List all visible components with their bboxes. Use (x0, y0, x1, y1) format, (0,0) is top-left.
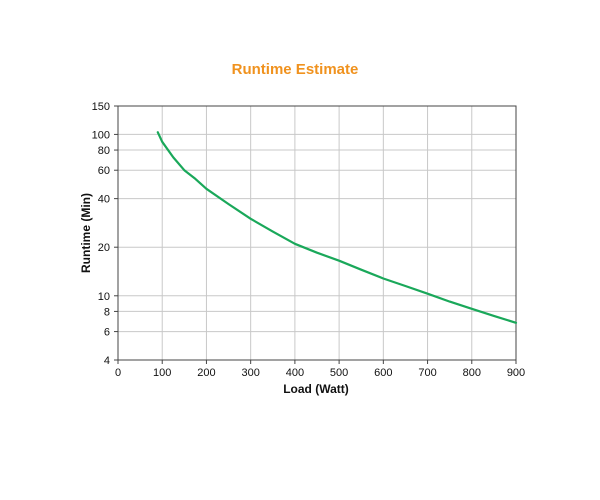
plot-frame (117, 105, 517, 361)
y-axis-title: Runtime (Min) (79, 193, 93, 273)
y-tick-label: 100 (92, 129, 110, 141)
x-tick-label: 500 (330, 367, 348, 379)
y-tick-label: 40 (98, 194, 110, 206)
x-tick-label: 300 (241, 367, 259, 379)
x-tick-label: 0 (115, 367, 121, 379)
series-layer (156, 131, 518, 324)
y-tick-label: 150 (92, 101, 110, 113)
y-tick-label: 20 (98, 242, 110, 254)
axis-layer (117, 105, 517, 361)
x-tick-label: 700 (418, 367, 436, 379)
y-tick-label: 80 (98, 145, 110, 157)
y-tick-label: 60 (98, 165, 110, 177)
y-tick-label: 10 (98, 291, 110, 303)
x-tick-label: 600 (374, 367, 392, 379)
x-tick-label: 200 (197, 367, 215, 379)
x-axis-title: Load (Watt) (283, 382, 349, 396)
x-tick-label: 800 (463, 367, 481, 379)
x-tick-label: 100 (153, 367, 171, 379)
y-tick-label: 4 (104, 355, 110, 367)
y-tick-label: 6 (104, 327, 110, 339)
y-tick-label: 8 (104, 306, 110, 318)
chart-title: Runtime Estimate (232, 61, 359, 78)
x-tick-label: 900 (507, 367, 525, 379)
x-tick-label: 400 (286, 367, 304, 379)
grid-layer (118, 106, 516, 360)
runtime-series-line (156, 131, 518, 324)
tick-layer: 0 100 200 300 400 500 600 700 800 900 4 6 8 10 20 40 60 8… (92, 101, 526, 379)
